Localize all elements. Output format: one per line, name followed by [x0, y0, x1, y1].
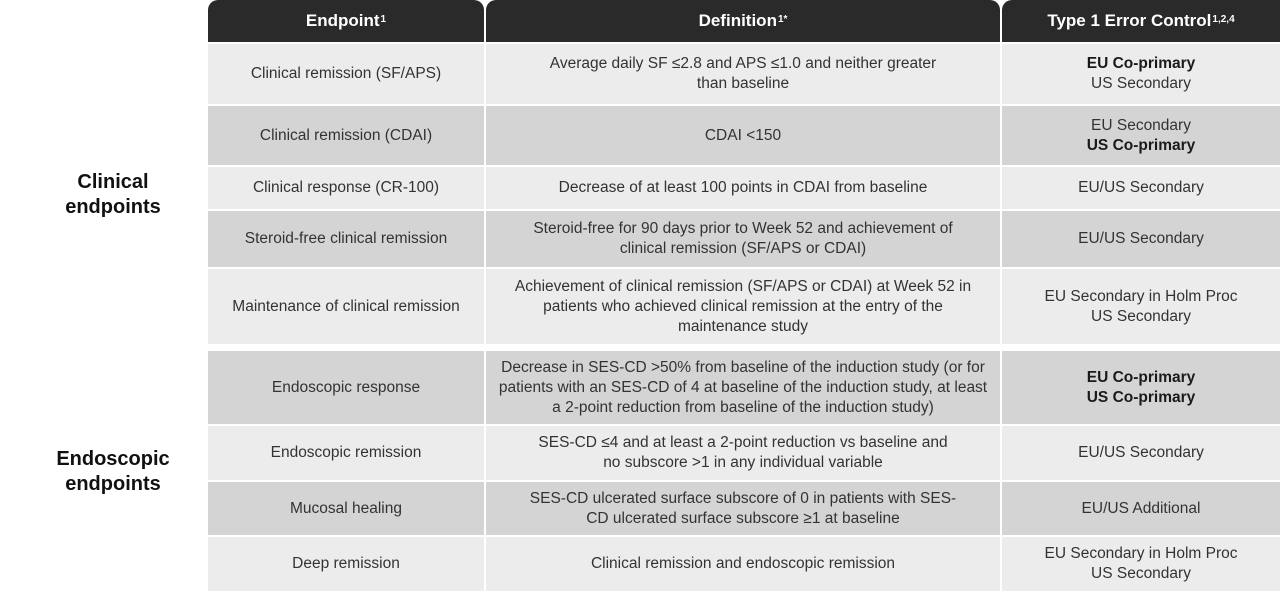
endoscopic-label-line2: endpoints — [65, 473, 161, 495]
type1-line2: US Secondary — [1091, 75, 1191, 92]
table-row: Clinical remission (CDAI) CDAI <150 EU S… — [208, 106, 1280, 165]
endpoint-cell: Mucosal healing — [208, 482, 484, 535]
type1-cell: EU/US Secondary — [1002, 426, 1280, 480]
header-definition-text: Definition — [698, 11, 777, 30]
type1-line2: US Secondary — [1091, 565, 1191, 582]
definition-cell: SES-CD ≤4 and at least a 2-point reducti… — [486, 426, 1000, 480]
type1-line1: EU Co-primary — [1086, 55, 1196, 72]
table-row: Deep remission Clinical remission and en… — [208, 537, 1280, 591]
definition-text: Achievement of clinical remission (SF/AP… — [514, 277, 972, 335]
type1-cell: EU Co-primary US Secondary — [1002, 44, 1280, 104]
type1-cell: EU Secondary US Co-primary — [1002, 106, 1280, 165]
definition-text: Decrease in SES-CD >50% from baseline of… — [498, 358, 988, 416]
endpoint-cell: Deep remission — [208, 537, 484, 591]
table-row: Endoscopic remission SES-CD ≤4 and at le… — [208, 426, 1280, 480]
definition-cell: Steroid-free for 90 days prior to Week 5… — [486, 211, 1000, 267]
type1-line1: EU/US Secondary — [1078, 230, 1204, 247]
type1-line2: US Co-primary — [1086, 136, 1196, 154]
type1-line1: EU Secondary in Holm Proc — [1044, 545, 1238, 562]
table-row: Clinical remission (SF/APS) Average dail… — [208, 44, 1280, 104]
endoscopic-label-line1: Endoscopic — [56, 448, 170, 470]
header-type1-text: Type 1 Error Control — [1047, 11, 1212, 30]
header-type1-sup: 1,2,4 — [1212, 13, 1235, 25]
definition-cell: CDAI <150 — [486, 106, 1000, 165]
type1-cell: EU Secondary in Holm Proc US Secondary — [1002, 269, 1280, 344]
table-row: Steroid-free clinical remission Steroid-… — [208, 211, 1280, 267]
definition-text: Decrease of at least 100 points in CDAI … — [558, 179, 928, 196]
clinical-endpoints-label: Clinical endpoints — [0, 170, 226, 224]
table-row: Maintenance of clinical remission Achiev… — [208, 269, 1280, 344]
type1-cell: EU Secondary in Holm Proc US Secondary — [1002, 537, 1280, 591]
clinical-label-line1: Clinical — [77, 171, 149, 193]
header-endpoint-sup: 1 — [380, 13, 387, 25]
type1-cell: EU/US Additional — [1002, 482, 1280, 535]
table-row: Clinical response (CR-100) Decrease of a… — [208, 167, 1280, 209]
table-row: Mucosal healing SES-CD ulcerated surface… — [208, 482, 1280, 535]
header-endpoint-text: Endpoint — [305, 11, 380, 30]
table-row: Endoscopic response Decrease in SES-CD >… — [208, 351, 1280, 424]
definition-text: Clinical remission and endoscopic remiss… — [590, 555, 896, 572]
endpoint-cell: Maintenance of clinical remission — [208, 269, 484, 344]
type1-line1: EU/US Secondary — [1078, 179, 1204, 196]
definition-cell: Achievement of clinical remission (SF/AP… — [486, 269, 1000, 344]
header-definition-sup: 1* — [777, 13, 788, 25]
type1-line2: US Co-primary — [1086, 388, 1196, 406]
endpoint-cell: Clinical remission (CDAI) — [208, 106, 484, 165]
type1-line2: US Secondary — [1091, 307, 1191, 325]
type1-cell: EU Co-primary US Co-primary — [1002, 351, 1280, 424]
type1-cell: EU/US Secondary — [1002, 211, 1280, 267]
definition-text: SES-CD ≤4 and at least a 2-point reducti… — [538, 434, 948, 471]
header-type1-error-control: Type 1 Error Control 1,2,4 — [1002, 0, 1280, 42]
clinical-label-line2: endpoints — [65, 196, 161, 218]
definition-text: CDAI <150 — [704, 126, 782, 144]
endpoint-cell: Steroid-free clinical remission — [208, 211, 484, 267]
definition-text: Average daily SF ≤2.8 and APS ≤1.0 and n… — [549, 55, 937, 92]
header-endpoint: Endpoint 1 — [208, 0, 484, 42]
definition-cell: Average daily SF ≤2.8 and APS ≤1.0 and n… — [486, 44, 1000, 104]
type1-line1: EU/US Secondary — [1078, 444, 1204, 461]
endpoint-cell: Clinical response (CR-100) — [208, 167, 484, 209]
definition-cell: SES-CD ulcerated surface subscore of 0 i… — [486, 482, 1000, 535]
type1-line1: EU/US Additional — [1081, 499, 1201, 517]
definition-text: SES-CD ulcerated surface subscore of 0 i… — [529, 489, 957, 527]
definition-cell: Clinical remission and endoscopic remiss… — [486, 537, 1000, 591]
endpoint-cell: Endoscopic response — [208, 351, 484, 424]
type1-cell: EU/US Secondary — [1002, 167, 1280, 209]
definition-cell: Decrease in SES-CD >50% from baseline of… — [486, 351, 1000, 424]
endpoint-cell: Endoscopic remission — [208, 426, 484, 480]
definition-text: Steroid-free for 90 days prior to Week 5… — [533, 220, 953, 257]
type1-line1: EU Secondary in Holm Proc — [1044, 287, 1238, 305]
type1-line1: EU Co-primary — [1086, 368, 1196, 386]
type1-line1: EU Secondary — [1091, 116, 1191, 134]
endoscopic-endpoints-label: Endoscopic endpoints — [0, 447, 226, 501]
header-definition: Definition 1* — [486, 0, 1000, 42]
endpoint-cell: Clinical remission (SF/APS) — [208, 44, 484, 104]
definition-cell: Decrease of at least 100 points in CDAI … — [486, 167, 1000, 209]
